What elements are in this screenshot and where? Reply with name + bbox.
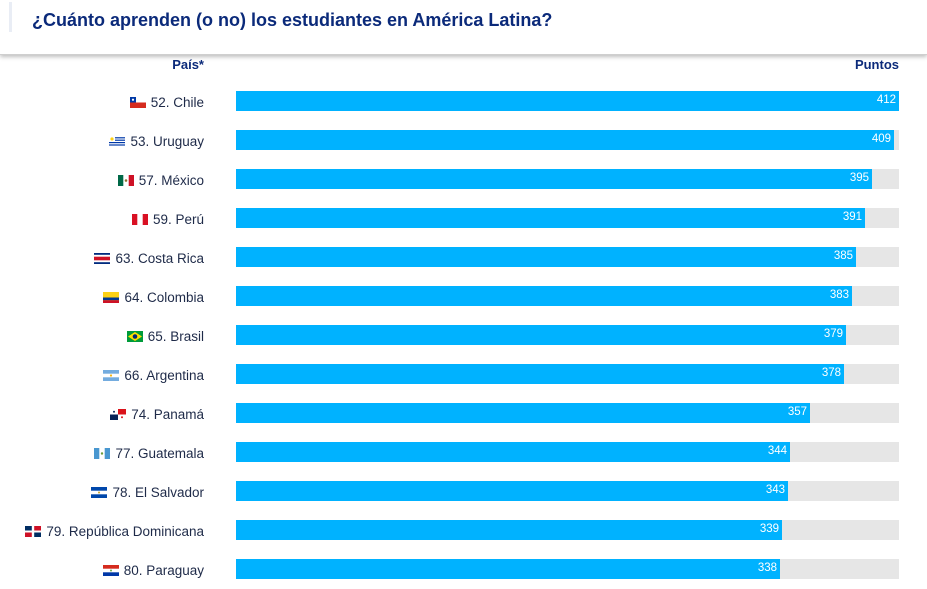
bar-row: 64. Colombia 383: [0, 286, 927, 308]
bar-track: 391: [236, 208, 899, 228]
category-tick-label: 64. Colombia: [124, 289, 204, 305]
data-label: 343: [765, 484, 785, 496]
country-label: 53. Uruguay: [109, 131, 204, 151]
country-label: 74. Panamá: [110, 404, 204, 424]
country-label: 77. Guatemala: [94, 443, 204, 463]
country-label: 57. México: [117, 170, 204, 190]
bar-track: 395: [236, 169, 899, 189]
bar: 412: [236, 91, 899, 111]
bar: 379: [236, 325, 846, 345]
bar-track: 344: [236, 442, 899, 462]
uruguay-flag-icon: [109, 135, 126, 147]
dominican-republic-flag-icon: [25, 525, 42, 537]
bar-track: 385: [236, 247, 899, 267]
bar-row: 80. Paraguay 338: [0, 559, 927, 581]
bar-row: 59. Perú 391: [0, 208, 927, 230]
data-label: 412: [876, 94, 896, 106]
colombia-flag-icon: [103, 291, 120, 303]
bar-row: 77. Guatemala 344: [0, 442, 927, 464]
bar-row: 52. Chile 412: [0, 91, 927, 113]
bar: 395: [236, 169, 872, 189]
category-tick-label: 78. El Salvador: [112, 484, 204, 500]
category-tick-label: 74. Panamá: [131, 406, 204, 422]
data-label: 379: [823, 328, 843, 340]
bar: 378: [236, 364, 844, 384]
guatemala-flag-icon: [94, 447, 111, 459]
category-tick-label: 59. Perú: [152, 211, 204, 227]
data-label: 391: [842, 211, 862, 223]
data-label: 383: [829, 289, 849, 301]
bar: 339: [236, 520, 782, 540]
country-label: 65. Brasil: [126, 326, 204, 346]
bar: 344: [236, 442, 790, 462]
bar-track: 338: [236, 559, 899, 579]
country-label: 64. Colombia: [103, 287, 204, 307]
bar: 338: [236, 559, 780, 579]
category-tick-label: 63. Costa Rica: [115, 250, 204, 266]
bar-track: 339: [236, 520, 899, 540]
bar-track: 343: [236, 481, 899, 501]
chile-flag-icon: [129, 96, 146, 108]
argentina-flag-icon: [103, 369, 120, 381]
data-label: 344: [767, 445, 787, 457]
bar-track: 412: [236, 91, 899, 111]
paraguay-flag-icon: [102, 564, 119, 576]
bar-track: 409: [236, 130, 899, 150]
header-accent: [9, 2, 12, 32]
mexico-flag-icon: [117, 174, 134, 186]
data-label: 338: [757, 562, 777, 574]
country-label: 80. Paraguay: [102, 560, 204, 580]
peru-flag-icon: [131, 213, 148, 225]
data-label: 357: [787, 406, 807, 418]
bar-row: 65. Brasil 379: [0, 325, 927, 347]
bar: 391: [236, 208, 865, 228]
category-tick-label: 53. Uruguay: [130, 133, 204, 149]
category-tick-label: 77. Guatemala: [115, 445, 204, 461]
bar-track: 383: [236, 286, 899, 306]
bar-row: 63. Costa Rica 385: [0, 247, 927, 269]
bar: 357: [236, 403, 810, 423]
category-tick-label: 79. República Dominicana: [46, 523, 204, 539]
country-label: 63. Costa Rica: [94, 248, 204, 268]
bar: 409: [236, 130, 894, 150]
data-label: 378: [821, 367, 841, 379]
category-tick-label: 65. Brasil: [147, 328, 204, 344]
data-label: 339: [759, 523, 779, 535]
bar-track: 378: [236, 364, 899, 384]
country-label: 79. República Dominicana: [25, 521, 204, 541]
category-tick-label: 66. Argentina: [124, 367, 204, 383]
bar-row: 53. Uruguay 409: [0, 130, 927, 152]
el-salvador-flag-icon: [91, 486, 108, 498]
bar-row: 74. Panamá 357: [0, 403, 927, 425]
country-column-header: País*: [172, 57, 204, 72]
panama-flag-icon: [110, 408, 127, 420]
country-label: 78. El Salvador: [91, 482, 204, 502]
data-label: 409: [871, 133, 891, 145]
bar-row: 78. El Salvador 343: [0, 481, 927, 503]
data-label: 385: [833, 250, 853, 262]
points-column-header: Puntos: [854, 57, 899, 72]
category-tick-label: 80. Paraguay: [123, 562, 204, 578]
bar: 343: [236, 481, 788, 501]
bar: 385: [236, 247, 856, 267]
bar-row: 57. México 395: [0, 169, 927, 191]
bar-row: 79. República Dominicana 339: [0, 520, 927, 542]
costa-rica-flag-icon: [94, 252, 111, 264]
country-label: 66. Argentina: [103, 365, 204, 385]
bar-track: 379: [236, 325, 899, 345]
chart-header: ¿Cuánto aprenden (o no) los estudiantes …: [0, 0, 927, 55]
category-tick-label: 52. Chile: [150, 94, 204, 110]
category-tick-label: 57. México: [138, 172, 204, 188]
country-label: 52. Chile: [129, 92, 204, 112]
bar-row: 66. Argentina 378: [0, 364, 927, 386]
data-label: 395: [849, 172, 869, 184]
country-label: 59. Perú: [131, 209, 204, 229]
brazil-flag-icon: [126, 330, 143, 342]
bar: 383: [236, 286, 852, 306]
chart-title: ¿Cuánto aprenden (o no) los estudiantes …: [32, 10, 553, 30]
bar-track: 357: [236, 403, 899, 423]
